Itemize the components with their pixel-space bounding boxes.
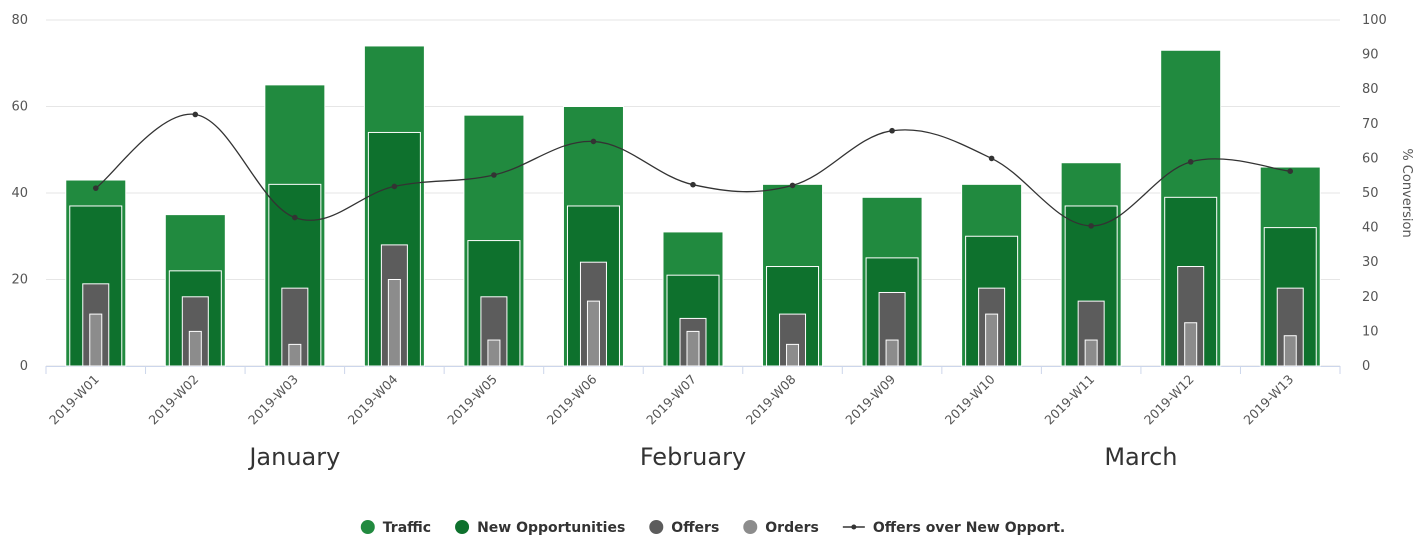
conversion-point[interactable] xyxy=(590,138,597,145)
legend-label: Offers over New Opport. xyxy=(873,520,1065,536)
legend-swatch xyxy=(455,520,470,534)
month-label: February xyxy=(640,443,746,471)
conversion-point[interactable] xyxy=(789,182,796,189)
x-tick-label: 2019-W03 xyxy=(245,372,301,428)
conversion-point[interactable] xyxy=(292,214,298,221)
x-tick-label: 2019-W05 xyxy=(444,372,500,428)
orders-bar[interactable] xyxy=(487,339,501,367)
legend-swatch xyxy=(649,520,664,534)
y-right-tick-label: 0 xyxy=(1362,359,1370,374)
y-left-tick-label: 0 xyxy=(20,359,28,374)
conversion-point[interactable] xyxy=(988,155,995,162)
y-right-tick-label: 60 xyxy=(1362,151,1379,166)
y-left-tick-label: 60 xyxy=(11,100,28,115)
conversion-point[interactable] xyxy=(690,181,696,188)
y-right-tick-label: 80 xyxy=(1362,82,1379,97)
orders-bar[interactable] xyxy=(586,300,600,367)
conversion-point[interactable] xyxy=(391,183,398,190)
orders-bar[interactable] xyxy=(1283,335,1297,367)
legend-item[interactable]: Orders xyxy=(743,520,819,536)
orders-bar[interactable] xyxy=(885,339,899,367)
x-tick-label: 2019-W10 xyxy=(942,371,998,427)
orders-bar[interactable] xyxy=(1184,322,1198,367)
legend-item[interactable]: Offers xyxy=(649,520,719,536)
x-tick-label: 2019-W02 xyxy=(146,372,202,428)
legend-item[interactable]: Traffic xyxy=(360,520,431,536)
orders-bar[interactable] xyxy=(188,330,202,367)
y-right-tick-label: 20 xyxy=(1362,290,1379,305)
legend-label: New Opportunities xyxy=(477,520,625,536)
orders-bar[interactable] xyxy=(288,343,302,367)
conversion-point[interactable] xyxy=(192,111,199,118)
orders-bar[interactable] xyxy=(89,313,103,367)
y-right-tick-label: 10 xyxy=(1362,324,1379,339)
legend-item[interactable]: New Opportunities xyxy=(455,520,625,536)
conversion-point[interactable] xyxy=(491,172,497,178)
legend-label: Traffic xyxy=(383,520,431,536)
conversion-point[interactable] xyxy=(1088,223,1094,229)
y-right-tick-label: 50 xyxy=(1362,186,1379,201)
orders-bar[interactable] xyxy=(985,313,999,367)
y-right-tick-label: 40 xyxy=(1362,221,1379,236)
y-right-tick-label: 100 xyxy=(1362,13,1387,28)
x-tick-label: 2019-W04 xyxy=(345,371,401,427)
month-label: March xyxy=(1104,443,1177,471)
legend-swatch xyxy=(360,520,375,534)
y-right-tick-label: 70 xyxy=(1362,117,1379,132)
x-tick-label: 2019-W08 xyxy=(743,371,799,427)
y-left-tick-label: 80 xyxy=(11,13,28,28)
orders-bar[interactable] xyxy=(686,330,700,367)
y-left-tick-label: 20 xyxy=(11,273,28,288)
month-label: January xyxy=(247,443,340,471)
conversion-point[interactable] xyxy=(1187,159,1194,165)
y-right-axis-title: % Conversion xyxy=(1399,148,1414,237)
conversion-point[interactable] xyxy=(1287,168,1294,175)
x-tick-label: 2019-W12 xyxy=(1141,372,1197,428)
orders-bar[interactable] xyxy=(387,279,401,367)
x-tick-label: 2019-W06 xyxy=(544,371,600,427)
legend-label: Offers xyxy=(671,520,719,536)
x-tick-label: 2019-W11 xyxy=(1041,372,1097,428)
legend-swatch xyxy=(743,520,758,534)
x-tick-label: 2019-W01 xyxy=(46,372,102,428)
conversion-point[interactable] xyxy=(92,185,99,191)
x-tick-label: 2019-W07 xyxy=(643,372,699,428)
x-tick-label: 2019-W09 xyxy=(842,371,898,427)
orders-bar[interactable] xyxy=(1084,339,1098,367)
orders-bar[interactable] xyxy=(786,343,800,367)
legend-marker xyxy=(851,524,857,530)
y-right-tick-label: 30 xyxy=(1362,255,1379,270)
y-left-tick-label: 40 xyxy=(11,186,28,201)
x-tick-label: 2019-W13 xyxy=(1240,372,1296,428)
legend-label: Orders xyxy=(765,520,819,536)
y-right-tick-label: 90 xyxy=(1362,48,1379,63)
conversion-point[interactable] xyxy=(889,127,895,134)
legend-item[interactable]: Offers over New Opport. xyxy=(842,520,1065,536)
